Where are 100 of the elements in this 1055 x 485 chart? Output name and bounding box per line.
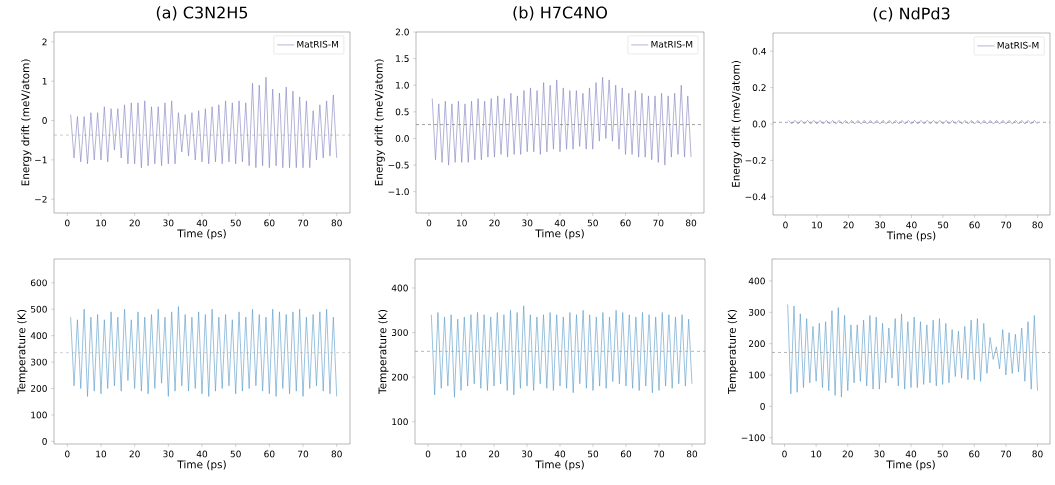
x-axis-title: Time (ps) (886, 460, 935, 471)
x-tick-label: 80 (1032, 221, 1043, 229)
y-tick-label: −1 (35, 156, 47, 164)
chart-title: (c) NdPd3 (873, 7, 950, 22)
x-tick-label: 80 (686, 450, 698, 458)
x-tick-label: 70 (653, 219, 664, 227)
x-axis-title: Time (ps) (177, 460, 226, 471)
x-tick-label: 60 (264, 219, 275, 227)
x-tick-label: 30 (874, 450, 885, 458)
y-tick-label: 400 (391, 284, 408, 292)
x-axis-title: Time (ps) (886, 231, 936, 242)
x-tick-label: 0 (65, 219, 70, 227)
x-tick-label: 0 (783, 221, 788, 229)
y-tick-label: −0.5 (388, 161, 409, 169)
x-tick-label: 0 (65, 450, 70, 458)
y-tick-label: 0.4 (752, 47, 766, 55)
x-tick-label: 20 (842, 450, 853, 458)
y-axis-title: Energy drift (meV/atom) (21, 59, 32, 186)
x-tick-label: 50 (587, 219, 598, 227)
x-tick-label: 10 (812, 221, 823, 229)
y-tick-label: 0 (42, 437, 47, 445)
x-tick-label: 40 (196, 450, 208, 458)
x-tick-label: 30 (163, 450, 174, 458)
x-tick-label: 20 (129, 450, 140, 458)
x-tick-label: 20 (843, 221, 854, 229)
x-tick-label: 10 (456, 219, 467, 227)
x-tick-label: 10 (96, 450, 107, 458)
x-tick-label: 30 (874, 221, 886, 229)
x-tick-label: 70 (654, 450, 665, 458)
y-tick-label: −0.2 (745, 156, 766, 164)
x-tick-label: 70 (1001, 221, 1012, 229)
x-tick-label: 10 (456, 450, 467, 458)
x-tick-label: 80 (331, 450, 342, 458)
y-axis-title: Temperature (K) (17, 309, 28, 394)
x-tick-label: 40 (906, 221, 917, 229)
legend-label: MatRIS-M (651, 40, 693, 48)
y-tick-label: 100 (749, 371, 765, 379)
y-tick-label: 200 (391, 373, 408, 381)
x-tick-label: 70 (1000, 450, 1012, 458)
x-tick-label: 60 (969, 450, 980, 458)
x-tick-label: 60 (969, 221, 980, 229)
y-tick-label: −2 (35, 195, 47, 203)
y-tick-label: 300 (30, 358, 47, 366)
x-tick-label: 30 (521, 450, 533, 458)
x-tick-label: 40 (905, 450, 917, 458)
y-tick-label: 400 (748, 277, 765, 285)
y-tick-label: 200 (748, 340, 765, 348)
x-axis-title: Time (ps) (177, 229, 226, 240)
x-tick-label: 70 (298, 219, 309, 227)
y-tick-label: 300 (748, 308, 765, 316)
x-tick-label: 0 (426, 219, 432, 227)
x-tick-label: 40 (196, 219, 208, 227)
x-tick-label: 40 (554, 450, 566, 458)
x-tick-label: 0 (425, 450, 431, 458)
y-tick-label: 600 (30, 279, 47, 287)
legend-label: MatRIS-M (997, 41, 1039, 49)
y-tick-label: 0.0 (395, 135, 409, 142)
y-tick-label: −0.4 (745, 193, 766, 201)
chart-title: (b) H7C4NO (513, 6, 608, 21)
x-tick-label: 60 (620, 450, 632, 458)
y-tick-label: 1 (42, 77, 47, 85)
y-tick-label: 200 (30, 385, 47, 392)
y-tick-label: 2.0 (395, 28, 409, 36)
x-tick-label: 10 (811, 450, 822, 458)
y-tick-label: −1.0 (388, 188, 409, 196)
y-axis-title: Temperature (K) (727, 309, 738, 394)
y-tick-label: −100 (741, 434, 765, 442)
x-tick-label: 50 (230, 450, 241, 458)
x-tick-label: 30 (522, 219, 533, 227)
y-axis-title: Energy drift (meV/atom) (374, 59, 385, 186)
x-tick-label: 20 (489, 219, 500, 227)
y-tick-label: 0 (760, 402, 765, 410)
y-axis-title: Energy drift (meV/atom) (731, 61, 742, 187)
y-axis-title: Temperature (K) (378, 309, 389, 394)
x-tick-label: 60 (620, 219, 631, 227)
y-tick-label: 0.5 (395, 108, 409, 116)
y-tick-label: 500 (30, 305, 47, 313)
x-tick-label: 50 (230, 219, 241, 227)
y-tick-label: 400 (30, 332, 47, 340)
y-tick-label: 100 (392, 418, 408, 426)
y-tick-label: 100 (31, 411, 47, 419)
x-tick-label: 50 (937, 221, 949, 229)
x-tick-label: 10 (96, 219, 107, 227)
x-tick-label: 80 (685, 219, 697, 227)
x-tick-label: 30 (163, 219, 174, 227)
x-tick-label: 40 (554, 219, 566, 227)
x-tick-label: 80 (331, 219, 342, 227)
y-tick-label: 0 (42, 117, 47, 124)
x-tick-label: 20 (129, 219, 140, 227)
y-tick-label: 1.0 (396, 81, 409, 89)
y-tick-label: 1.5 (396, 55, 409, 62)
x-tick-label: 80 (1032, 450, 1043, 458)
x-tick-label: 70 (298, 450, 309, 458)
x-tick-label: 50 (587, 450, 599, 458)
x-tick-label: 50 (937, 450, 948, 458)
y-tick-label: 300 (391, 329, 408, 336)
x-axis-title: Time (ps) (535, 229, 584, 240)
y-tick-label: 0.0 (752, 120, 766, 128)
x-tick-label: 20 (488, 450, 500, 458)
x-axis-title: Time (ps) (535, 460, 584, 471)
